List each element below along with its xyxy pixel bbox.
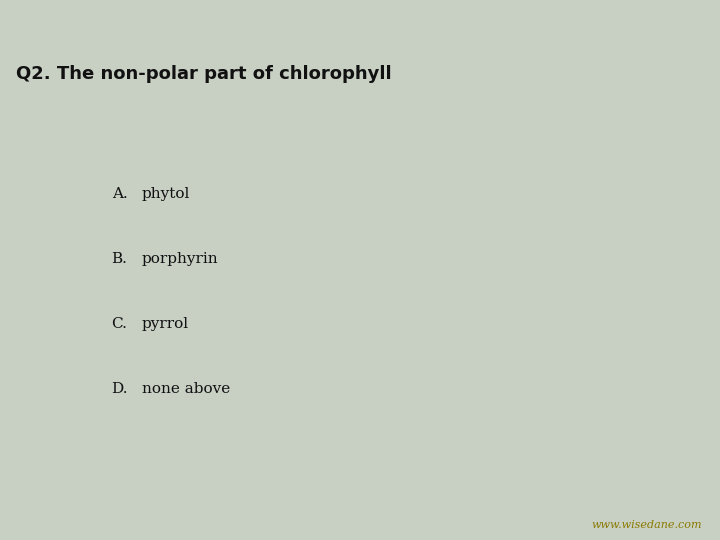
Text: B.: B. — [112, 252, 127, 266]
Text: porphyrin: porphyrin — [142, 252, 218, 266]
Text: pyrrol: pyrrol — [142, 317, 189, 331]
Text: none above: none above — [142, 382, 230, 396]
Text: C.: C. — [112, 317, 127, 331]
Text: D.: D. — [112, 382, 128, 396]
Text: A.: A. — [112, 187, 127, 201]
Text: www.wisedane.com: www.wisedane.com — [592, 520, 702, 530]
Text: phytol: phytol — [142, 187, 190, 201]
Text: Q2. The non-polar part of chlorophyll: Q2. The non-polar part of chlorophyll — [16, 65, 392, 83]
